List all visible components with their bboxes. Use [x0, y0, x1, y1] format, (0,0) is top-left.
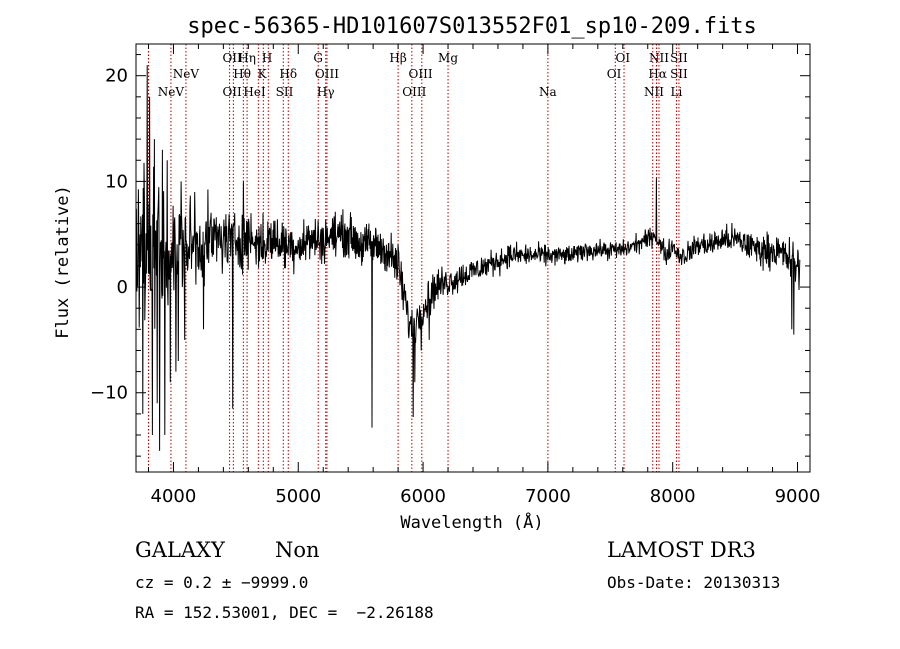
y-tick-label-1: 0 — [117, 277, 128, 298]
line-label-24: SII — [670, 51, 688, 65]
y-tick-label-2: 10 — [105, 171, 128, 192]
x-axis-ticks: 4000 5000 6000 7000 8000 9000 — [147, 44, 821, 507]
survey-name: LAMOST DR3 — [607, 538, 756, 562]
line-label-3: OII — [222, 85, 242, 99]
x-tick-label-4: 8000 — [650, 486, 696, 507]
line-label-9: Hδ — [279, 67, 297, 81]
y-tick-label-3: 20 — [105, 66, 128, 87]
coordinates: RA = 152.53001, DEC = −2.26188 — [135, 603, 434, 622]
redshift-cz: cz = 0.2 ± −9999.0 — [135, 573, 309, 592]
line-label-15: OIII — [409, 67, 433, 81]
y-axis-label: Flux (relative) — [53, 185, 73, 339]
line-label-6: HeI — [243, 85, 266, 99]
line-label-7: H — [262, 51, 272, 65]
line-label-12: OIII — [315, 67, 339, 81]
line-label-25: SII — [670, 67, 688, 81]
line-label-1: NeV — [173, 67, 200, 81]
x-tick-label-0: 4000 — [151, 486, 197, 507]
x-tick-label-1: 5000 — [275, 486, 321, 507]
chart-title: spec-56365-HD101607S013552F01_sp10-209.f… — [187, 14, 757, 39]
line-label-4: Hη — [238, 51, 256, 65]
line-label-20: OI — [607, 67, 622, 81]
plot-frame — [135, 43, 811, 473]
observation-date: Obs-Date: 20130313 — [607, 573, 781, 592]
x-tick-label-3: 7000 — [525, 486, 571, 507]
x-tick-label-2: 6000 — [400, 486, 446, 507]
line-label-5: Hθ — [233, 67, 251, 81]
line-label-26: Li — [671, 85, 683, 99]
line-label-10: SII — [276, 85, 294, 99]
line-label-17: Mg — [438, 51, 458, 65]
line-label-18: Na — [539, 85, 557, 99]
line-label-19: OI — [615, 51, 630, 65]
spectrum-series — [135, 65, 801, 451]
y-tick-label-0: −10 — [90, 383, 128, 404]
line-label-23: NII — [644, 85, 664, 99]
line-label-2: OII — [222, 51, 242, 65]
line-label-14: Hβ — [389, 51, 406, 65]
object-class: GALAXY — [135, 538, 225, 562]
y-axis-ticks: −10 0 10 20 — [90, 54, 810, 457]
spectrum-line — [135, 65, 801, 451]
line-label-13: Hγ — [317, 85, 335, 99]
x-axis-label: Wavelength (Å) — [400, 511, 543, 533]
line-label-16: OIII — [402, 85, 426, 99]
line-label-11: G — [313, 51, 323, 65]
line-label-0: NeV — [158, 85, 185, 99]
object-subclass: Non — [275, 538, 320, 562]
line-label-8: K — [258, 67, 268, 81]
line-label-21: NII — [649, 51, 669, 65]
line-label-22: Hα — [648, 67, 667, 81]
x-tick-label-5: 9000 — [775, 486, 821, 507]
